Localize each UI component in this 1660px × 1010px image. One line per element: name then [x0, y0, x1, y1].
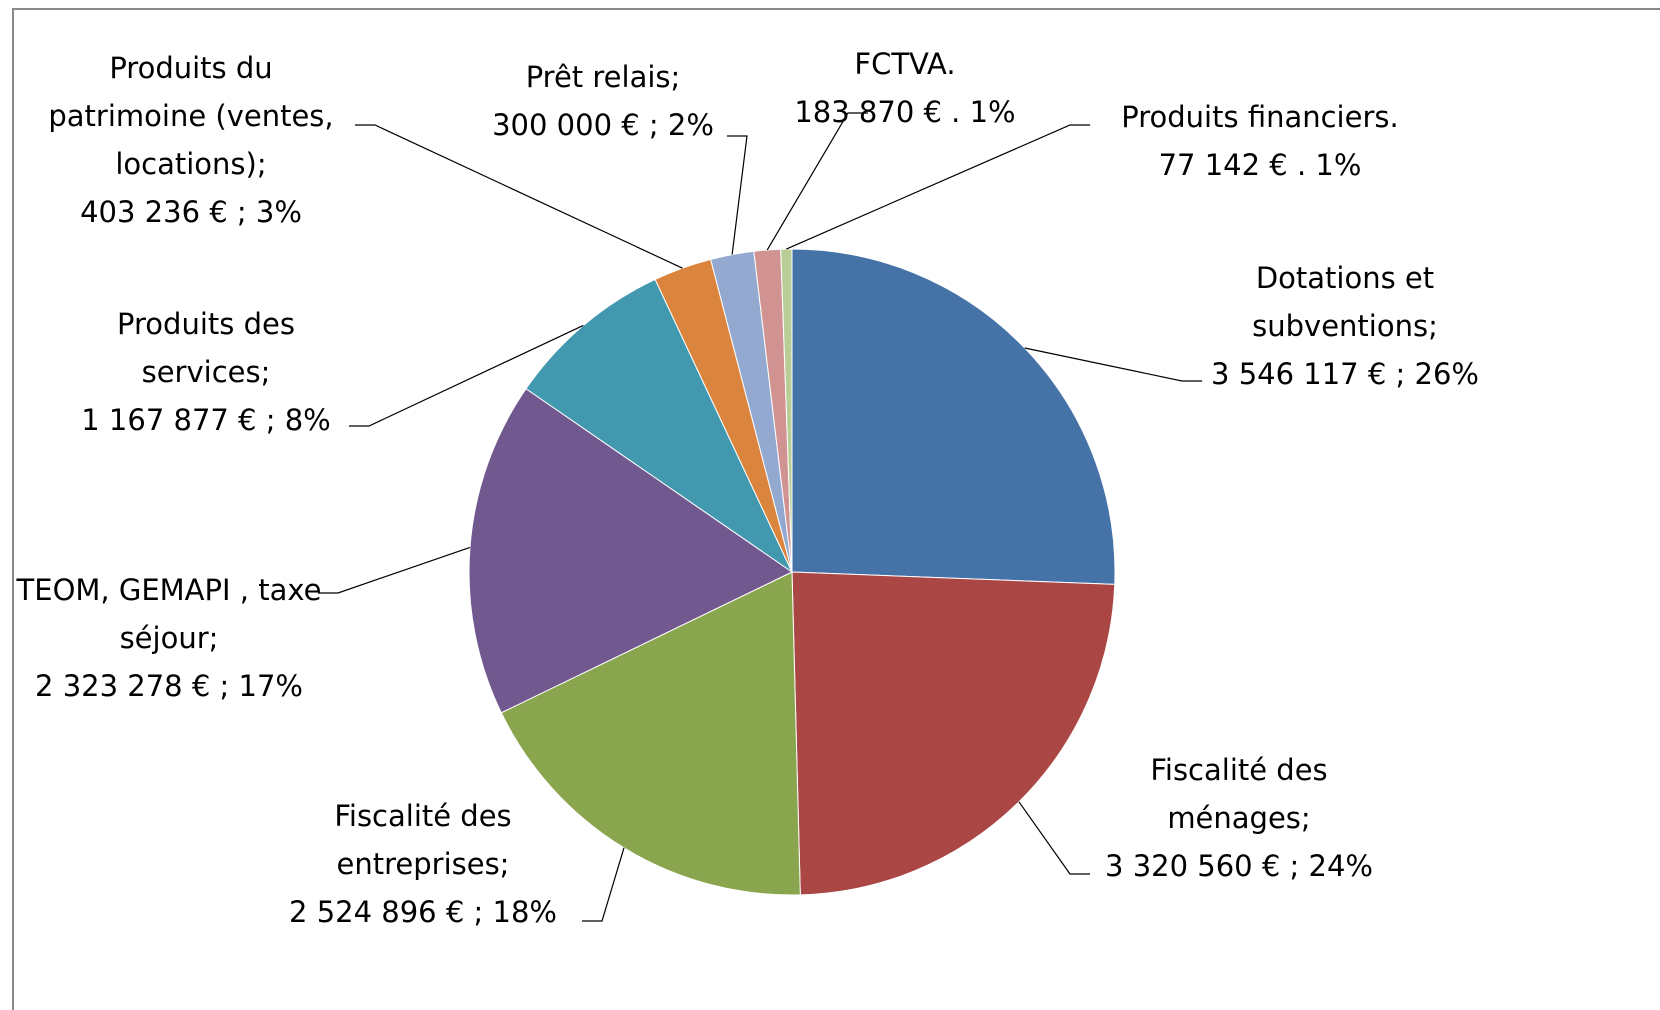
leader-line — [1024, 347, 1202, 382]
value-label: 183 870 € . 1% — [794, 95, 1016, 129]
value-label: 300 000 € ; 2% — [492, 108, 714, 142]
pie-slice — [525, 278, 794, 574]
pie-slice — [468, 388, 793, 714]
data-label: Dotations et subventions; 3 546 117 € ; 2… — [1180, 254, 1510, 398]
leader-line — [727, 135, 748, 255]
leader-line — [355, 124, 683, 269]
pie-slice — [791, 248, 1116, 585]
category-label: Produits des services; — [117, 307, 295, 389]
leader-line — [786, 124, 1090, 250]
leader-line — [582, 847, 625, 922]
category-label: Prêt relais; — [525, 60, 681, 94]
pie-slice — [780, 248, 793, 573]
value-label: 2 323 278 € ; 17% — [35, 669, 303, 703]
category-label: Produits du patrimoine (ventes, location… — [48, 51, 334, 181]
pie-slice — [500, 571, 801, 896]
category-label: Dotations et subventions; — [1252, 261, 1438, 343]
category-label: Fiscalité des entreprises; — [334, 799, 512, 881]
leader-line — [349, 324, 584, 427]
data-label: Fiscalité des ménages; 3 320 560 € ; 24% — [1089, 746, 1389, 890]
value-label: 2 524 896 € ; 18% — [289, 895, 557, 929]
value-label: 3 546 117 € ; 26% — [1211, 357, 1479, 391]
data-label: TEOM, GEMAPI , taxe séjour; 2 323 278 € ;… — [4, 566, 334, 710]
data-label: Prêt relais; 300 000 € ; 2% — [473, 53, 733, 149]
data-label: FCTVA. 183 870 € . 1% — [745, 40, 1065, 136]
data-label: Produits financiers. 77 142 € . 1% — [1090, 93, 1430, 189]
value-label: 3 320 560 € ; 24% — [1105, 849, 1373, 883]
pie-slice — [791, 571, 1116, 896]
data-label: Fiscalité des entreprises; 2 524 896 € ; … — [273, 792, 573, 936]
leader-line — [318, 546, 471, 594]
category-label: Fiscalité des ménages; — [1150, 753, 1328, 835]
data-label: Produits du patrimoine (ventes, location… — [26, 44, 356, 236]
value-label: 1 167 877 € ; 8% — [81, 403, 331, 437]
category-label: FCTVA. — [854, 47, 956, 81]
chart-border — [12, 8, 1660, 1010]
value-label: 77 142 € . 1% — [1158, 148, 1362, 182]
category-label: Produits financiers. — [1121, 100, 1399, 134]
category-label: TEOM, GEMAPI , taxe séjour; — [16, 573, 322, 655]
data-label: Produits des services; 1 167 877 € ; 8% — [56, 300, 356, 444]
value-label: 403 236 € ; 3% — [80, 195, 302, 229]
leader-line — [766, 112, 868, 251]
leader-line — [1018, 801, 1090, 875]
